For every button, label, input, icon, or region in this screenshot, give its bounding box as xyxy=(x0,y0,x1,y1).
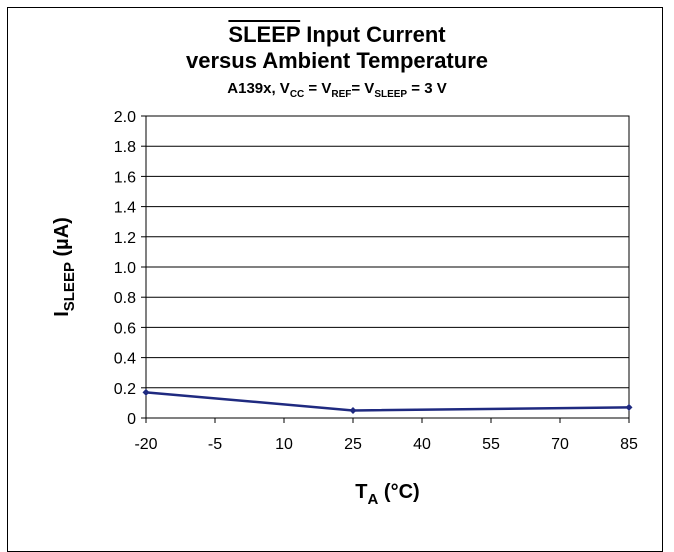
y-tick-label: 1.6 xyxy=(114,169,136,186)
subtitle-eq1: = V xyxy=(304,80,332,97)
chart-svg: 0 0.2 0.4 0.6 0.8 1.0 1.2 1.4 1.6 1.8 2.0 -20 -5 10 2… xyxy=(51,109,638,508)
y-tick-label: 2.0 xyxy=(114,109,136,126)
y-tick-label: 1.4 xyxy=(114,200,136,217)
subtitle-suffix: = 3 V xyxy=(407,80,447,97)
subtitle-sub-cc: CC xyxy=(289,89,305,100)
y-axis-label: ISLEEP (µA) xyxy=(51,217,78,317)
data-point xyxy=(349,406,357,414)
y-tick-labels: 0 0.2 0.4 0.6 0.8 1.0 1.2 1.4 1.6 1.8 2.0 xyxy=(114,109,136,428)
x-tick-label: 25 xyxy=(344,436,362,453)
data-point xyxy=(142,388,150,396)
x-tick-label: 55 xyxy=(482,436,500,453)
x-tick-label: 70 xyxy=(551,436,569,453)
plot-area xyxy=(145,115,630,419)
chart-title-line2: versus Ambient Temperature xyxy=(186,48,488,73)
subtitle-prefix: A139x, V xyxy=(227,80,290,97)
grid-lines xyxy=(141,115,630,423)
chart-subtitle: A139x, VCC = VREF= VSLEEP = 3 V xyxy=(0,80,674,100)
x-tick-label: -20 xyxy=(134,436,157,453)
series-group xyxy=(142,388,633,414)
x-tick-label: 40 xyxy=(413,436,431,453)
y-tick-label: 0.4 xyxy=(114,351,136,368)
y-tick-label: 1.8 xyxy=(114,139,136,156)
y-tick-label: 0 xyxy=(127,411,136,428)
title-overlined-word: SLEEP xyxy=(228,22,301,47)
y-tick-label: 1.0 xyxy=(114,260,136,277)
x-tick-label: 10 xyxy=(275,436,293,453)
y-tick-label: 0.2 xyxy=(114,381,136,398)
x-tick-label: 85 xyxy=(620,436,638,453)
subtitle-sub-ref: REF xyxy=(331,89,352,100)
series-line xyxy=(145,391,630,412)
x-tick-label: -5 xyxy=(208,436,222,453)
y-tick-label: 0.6 xyxy=(114,320,136,337)
chart-title-line1: SLEEP Input Current xyxy=(0,22,674,48)
chart-frame xyxy=(7,7,663,552)
subtitle-sub-sleep: SLEEP xyxy=(374,89,408,100)
x-tick-labels: -20 -5 10 25 40 55 70 85 xyxy=(134,436,638,453)
y-tick-label: 0.8 xyxy=(114,290,136,307)
y-tick-label: 1.2 xyxy=(114,230,136,247)
data-point xyxy=(625,403,633,411)
subtitle-eq2: = V xyxy=(351,80,375,97)
x-axis-label: TA (°C) xyxy=(355,481,419,508)
title-line1-rest: Input Current xyxy=(300,22,446,47)
